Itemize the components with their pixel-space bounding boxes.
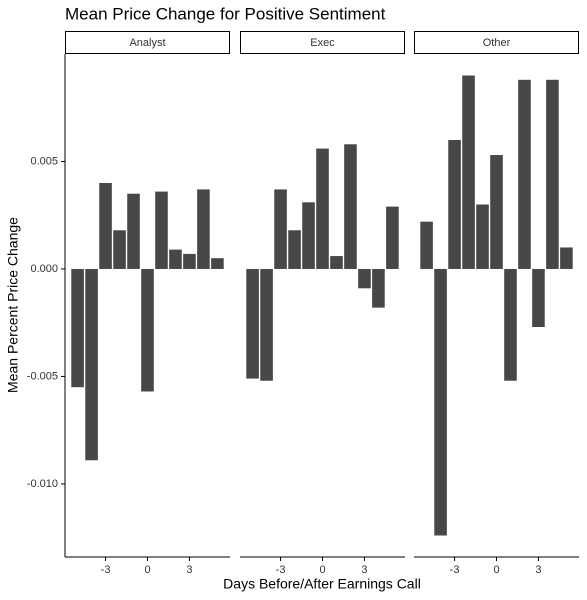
- x-tick-label: -3: [450, 564, 460, 576]
- bar: [197, 189, 210, 269]
- bar: [372, 268, 385, 308]
- bar: [490, 155, 503, 269]
- bar: [330, 256, 343, 269]
- bar: [183, 253, 196, 269]
- bar: [302, 202, 315, 269]
- bar: [274, 189, 287, 269]
- bar: [127, 193, 140, 269]
- bar: [85, 268, 98, 461]
- x-axis-label: Days Before/After Earnings Call: [223, 576, 421, 592]
- bar: [560, 247, 573, 269]
- bar: [99, 182, 112, 269]
- bar: [518, 79, 531, 269]
- bar: [344, 144, 357, 269]
- y-tick-label: 0.000: [30, 263, 58, 275]
- bar: [155, 191, 168, 269]
- bar: [246, 268, 259, 379]
- bar: [532, 268, 545, 327]
- bar: [546, 79, 559, 269]
- bar: [211, 258, 224, 269]
- bar: [434, 268, 447, 536]
- x-tick-label: 0: [319, 564, 325, 576]
- x-tick-label: 0: [144, 564, 150, 576]
- bar: [462, 75, 475, 269]
- bar: [420, 221, 433, 269]
- y-tick-label: -0.005: [27, 370, 58, 382]
- y-tick-label: -0.010: [27, 478, 58, 490]
- bar: [113, 230, 126, 269]
- y-axis-label: Mean Percent Price Change: [5, 217, 21, 393]
- chart-title: Mean Price Change for Positive Sentiment: [65, 4, 386, 23]
- bar: [358, 268, 371, 289]
- x-tick-label: 3: [361, 564, 367, 576]
- facet-label: Exec: [310, 37, 335, 49]
- bar: [71, 268, 84, 388]
- x-tick-label: 0: [493, 564, 499, 576]
- bar: [448, 139, 461, 269]
- x-tick-label: -3: [276, 564, 286, 576]
- bar: [141, 268, 154, 392]
- x-tick-label: 3: [186, 564, 192, 576]
- facet-strip: [240, 31, 405, 54]
- x-tick-label: 3: [535, 564, 541, 576]
- facet-strip: [414, 31, 579, 54]
- bar: [288, 230, 301, 269]
- bar: [386, 206, 399, 269]
- bar: [476, 204, 489, 269]
- facet-label: Other: [483, 37, 511, 49]
- bar: [316, 148, 329, 269]
- facet-label: Analyst: [129, 37, 165, 49]
- bar: [169, 249, 182, 269]
- bar: [260, 268, 273, 381]
- facet-strip: [65, 31, 230, 54]
- bar: [504, 268, 517, 381]
- x-tick-label: -3: [101, 564, 111, 576]
- y-tick-label: 0.005: [30, 155, 58, 167]
